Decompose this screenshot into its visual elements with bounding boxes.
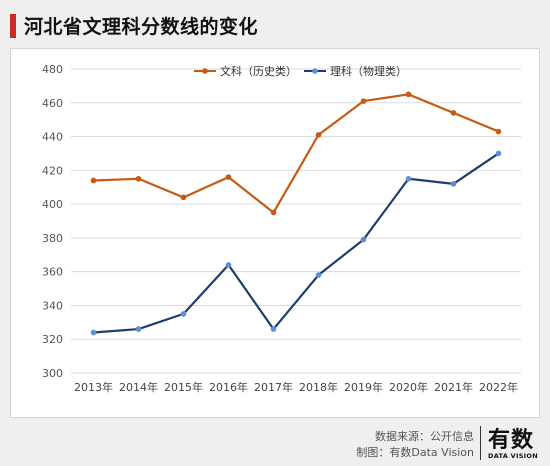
x-tick-label: 2017年: [254, 380, 293, 394]
series-line-0: [93, 93, 499, 214]
data-point: [225, 262, 232, 268]
data-point: [495, 150, 502, 157]
chart-panel: 300 320 340 360 380 400 420 440 460 480 2013年 2014年…: [10, 48, 540, 418]
chart-credit: 制图：有数Data Vision: [356, 446, 474, 459]
y-tick-label: 480: [42, 63, 63, 76]
x-tick-label: 2013年: [74, 380, 113, 394]
grid-layer: [71, 68, 521, 374]
legend: 文科（历史类） 理科（物理类）: [194, 64, 407, 78]
x-tick-label: 2019年: [344, 380, 383, 394]
footer: 数据来源：公开信息 制图：有数Data Vision 有数 DATA VISIO…: [0, 418, 550, 466]
data-point: [495, 128, 502, 135]
x-tick-label: 2022年: [479, 380, 518, 394]
brand-logo-subtitle: DATA VISION: [488, 452, 538, 460]
legend-marker-1: [312, 68, 318, 74]
data-point: [450, 110, 457, 116]
brand-divider: [480, 426, 481, 460]
legend-label-1: 理科（物理类）: [330, 64, 407, 78]
data-point: [360, 98, 367, 104]
y-tick-label: 440: [42, 131, 63, 144]
y-tick-label: 380: [42, 232, 63, 245]
x-tick-label: 2014年: [119, 380, 158, 394]
x-tick-label: 2015年: [164, 380, 203, 394]
x-tick-label: 2021年: [434, 380, 473, 394]
data-point: [270, 326, 277, 332]
data-point: [225, 174, 232, 180]
y-tick-label: 460: [42, 97, 63, 110]
data-point: [135, 326, 142, 332]
data-point: [315, 272, 322, 278]
y-tick-label: 300: [42, 367, 63, 380]
data-point: [360, 236, 367, 243]
data-point: [450, 181, 457, 187]
brand-logo: 有数: [488, 428, 535, 453]
data-point: [270, 209, 277, 216]
data-point: [315, 132, 322, 138]
y-tick-label: 360: [42, 266, 63, 279]
title-bar: 河北省文理科分数线的变化: [10, 12, 258, 39]
data-point: [90, 177, 97, 184]
x-tick-label: 2018年: [299, 380, 338, 394]
data-point: [405, 175, 412, 182]
series-layer: [90, 91, 502, 336]
data-point: [135, 175, 142, 182]
data-point: [180, 311, 187, 317]
series-line-1: [93, 152, 500, 334]
axis-layer: 300 320 340 360 380 400 420 440 460 480 2013年 2014年…: [42, 63, 518, 394]
data-point: [405, 91, 412, 98]
data-point: [180, 194, 187, 201]
page-title: 河北省文理科分数线的变化: [24, 16, 259, 38]
x-tick-label: 2016年: [209, 380, 248, 394]
x-tick-label: 2020年: [389, 380, 428, 394]
y-tick-label: 420: [42, 164, 63, 177]
y-tick-label: 320: [42, 333, 63, 346]
y-tick-label: 340: [42, 299, 63, 312]
y-tick-label: 400: [42, 198, 63, 211]
legend-marker-0: [202, 68, 208, 74]
data-point: [90, 329, 97, 336]
title-accent-bar: [10, 13, 16, 38]
data-source-note: 数据来源：公开信息: [375, 430, 474, 443]
legend-label-0: 文科（历史类）: [220, 64, 297, 78]
line-chart: 300 320 340 360 380 400 420 440 460 480 2013年 2014年…: [42, 63, 521, 394]
